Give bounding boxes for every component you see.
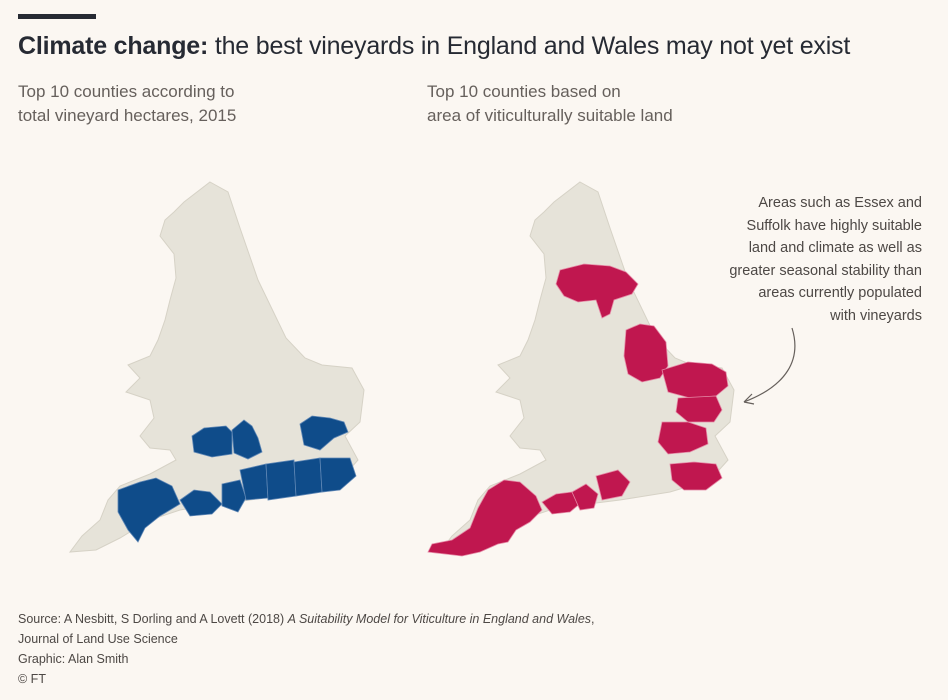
map-right xyxy=(427,181,735,557)
county-red-lincolnshire xyxy=(623,323,669,383)
map-left xyxy=(69,181,365,553)
england-wales-land-left xyxy=(69,181,365,553)
county-blue-8 xyxy=(265,459,297,501)
maps-graphic xyxy=(69,181,796,557)
source-work: A Suitability Model for Viticulture in E… xyxy=(287,612,592,626)
county-blue-1 xyxy=(191,425,233,458)
annotation-line-6: with vineyards xyxy=(830,307,922,324)
annotation-line-5: areas currently populated xyxy=(758,285,922,301)
annotation-line-3: land and climate as well as xyxy=(748,240,922,256)
subtitle-left-line2: total vineyard hectares, 2015 xyxy=(18,106,237,125)
annotation-arrow xyxy=(743,327,796,403)
subtitle-right: Top 10 counties based on area of viticul… xyxy=(427,80,727,128)
county-red-essex xyxy=(657,421,709,455)
subtitle-left: Top 10 counties according to total viney… xyxy=(18,80,318,128)
source-prefix: Source: A Nesbitt, S Dorling and A Lovet… xyxy=(18,612,288,626)
county-blue-9 xyxy=(293,457,323,497)
annotation-line-1: Areas such as Essex and xyxy=(758,195,922,211)
county-blue-10 xyxy=(319,457,357,493)
county-blue-6 xyxy=(221,479,247,513)
annotation-text: Areas such as Essex and Suffolk have hig… xyxy=(652,192,922,327)
subtitle-left-line1: Top 10 counties according to xyxy=(18,82,235,101)
ft-top-rule xyxy=(18,14,96,19)
county-red-norfolk xyxy=(661,361,729,399)
source-journal: Journal of Land Use Science xyxy=(18,632,178,646)
annotation-arrowhead xyxy=(743,393,755,405)
copyright: © FT xyxy=(18,672,46,686)
title-bold: Climate change: xyxy=(18,32,209,60)
county-red-hampshire xyxy=(571,483,599,511)
subtitle-right-line2: area of viticulturally suitable land xyxy=(427,106,673,125)
page-title: Climate change: the best vineyards in En… xyxy=(18,32,938,61)
source-suffix: , xyxy=(591,612,595,626)
county-blue-2 xyxy=(231,419,263,460)
county-red-suffolk xyxy=(675,395,723,423)
source-note: Source: A Nesbitt, S Dorling and A Lovet… xyxy=(18,609,838,689)
county-blue-3 xyxy=(299,415,349,451)
county-red-sussex xyxy=(595,469,631,501)
county-red-devon xyxy=(427,479,543,557)
source-line: Source: A Nesbitt, S Dorling and A Lovet… xyxy=(18,609,838,629)
county-red-yorkshire xyxy=(555,263,639,319)
county-blue-4 xyxy=(117,477,181,543)
annotation-line-2: Suffolk have highly suitable xyxy=(746,217,922,234)
county-red-kent xyxy=(669,461,723,491)
annotation-line-4: greater seasonal stability than xyxy=(729,262,922,279)
subtitle-right-line1: Top 10 counties based on xyxy=(427,82,621,101)
graphic-credit: Graphic: Alan Smith xyxy=(18,652,129,666)
title-rest: the best vineyards in England and Wales … xyxy=(208,32,851,60)
